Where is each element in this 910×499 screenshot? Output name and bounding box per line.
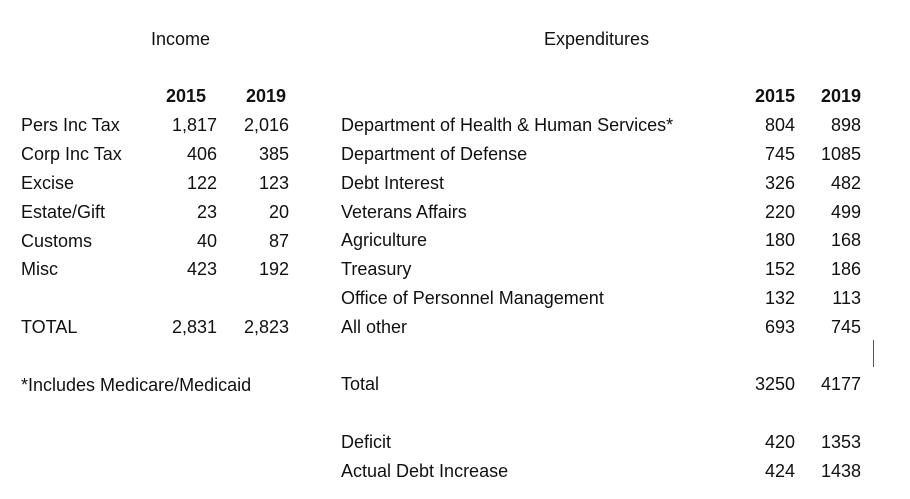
exp-row-label: Treasury bbox=[341, 259, 412, 279]
exp-total-2015: 3250 bbox=[754, 374, 795, 394]
income-row-label: Excise bbox=[21, 173, 75, 193]
deficit-label: Deficit bbox=[341, 432, 392, 452]
exp-row-2015: 180 bbox=[764, 230, 795, 250]
expenditures-title: Expenditures bbox=[544, 29, 650, 49]
debt-increase-2019: 1438 bbox=[820, 461, 861, 481]
deficit-2015: 420 bbox=[764, 432, 795, 452]
income-row-2015: 1,817 bbox=[171, 115, 217, 135]
income-row-2019: 192 bbox=[258, 259, 289, 279]
income-title: Income bbox=[151, 29, 211, 49]
exp-total-label: Total bbox=[341, 374, 380, 394]
exp-row-2019: 499 bbox=[830, 202, 861, 222]
footnote: *Includes Medicare/Medicaid bbox=[21, 375, 252, 395]
income-row-2019: 87 bbox=[268, 231, 289, 251]
exp-row-2015: 220 bbox=[764, 202, 795, 222]
text-cursor bbox=[873, 340, 874, 367]
exp-row-label: Agriculture bbox=[341, 230, 428, 250]
income-total-2019: 2,823 bbox=[243, 317, 289, 337]
income-row-2015: 122 bbox=[186, 173, 217, 193]
exp-row-label: Debt Interest bbox=[341, 173, 445, 193]
debt-increase-label: Actual Debt Increase bbox=[341, 461, 509, 481]
income-row-2019: 123 bbox=[258, 173, 289, 193]
exp-row-label: Veterans Affairs bbox=[341, 202, 467, 222]
income-row-label: Misc bbox=[21, 259, 58, 279]
exp-row-label: Office of Personnel Management bbox=[341, 288, 604, 308]
exp-row-2015: 693 bbox=[764, 317, 795, 337]
income-total-label: TOTAL bbox=[21, 317, 78, 337]
exp-row-2015: 804 bbox=[764, 115, 795, 135]
exp-total-2019: 4177 bbox=[820, 374, 861, 394]
exp-row-2019: 1085 bbox=[820, 144, 861, 164]
income-row-2019: 20 bbox=[268, 202, 289, 222]
income-row-2015: 423 bbox=[186, 259, 217, 279]
exp-row-2019: 113 bbox=[832, 288, 861, 308]
exp-year-2019: 2019 bbox=[820, 86, 861, 106]
income-total-2015: 2,831 bbox=[171, 317, 217, 337]
exp-row-2019: 898 bbox=[830, 115, 861, 135]
exp-row-label: All other bbox=[341, 317, 408, 337]
income-row-2015: 23 bbox=[196, 202, 217, 222]
income-row-label: Corp Inc Tax bbox=[21, 144, 122, 164]
exp-row-2015: 132 bbox=[764, 288, 795, 308]
exp-row-label: Department of Health & Human Services* bbox=[341, 115, 674, 135]
income-row-label: Estate/Gift bbox=[21, 202, 106, 222]
exp-row-2019: 186 bbox=[830, 259, 861, 279]
debt-increase-2015: 424 bbox=[764, 461, 795, 481]
income-row-2015: 406 bbox=[186, 144, 217, 164]
exp-row-2019: 745 bbox=[830, 317, 861, 337]
exp-year-2015: 2015 bbox=[754, 86, 795, 106]
deficit-2019: 1353 bbox=[820, 432, 861, 452]
income-row-2019: 2,016 bbox=[243, 115, 289, 135]
income-row-2015: 40 bbox=[196, 231, 217, 251]
exp-row-2015: 326 bbox=[764, 173, 795, 193]
income-year-2015: 2015 bbox=[165, 86, 206, 106]
exp-row-label: Department of Defense bbox=[341, 144, 528, 164]
exp-row-2019: 168 bbox=[830, 230, 861, 250]
exp-row-2015: 152 bbox=[764, 259, 795, 279]
income-row-label: Pers Inc Tax bbox=[21, 115, 120, 135]
exp-row-2015: 745 bbox=[764, 144, 795, 164]
income-year-2019: 2019 bbox=[245, 86, 286, 106]
income-row-2019: 385 bbox=[258, 144, 289, 164]
income-row-label: Customs bbox=[21, 231, 93, 251]
exp-row-2019: 482 bbox=[830, 173, 861, 193]
